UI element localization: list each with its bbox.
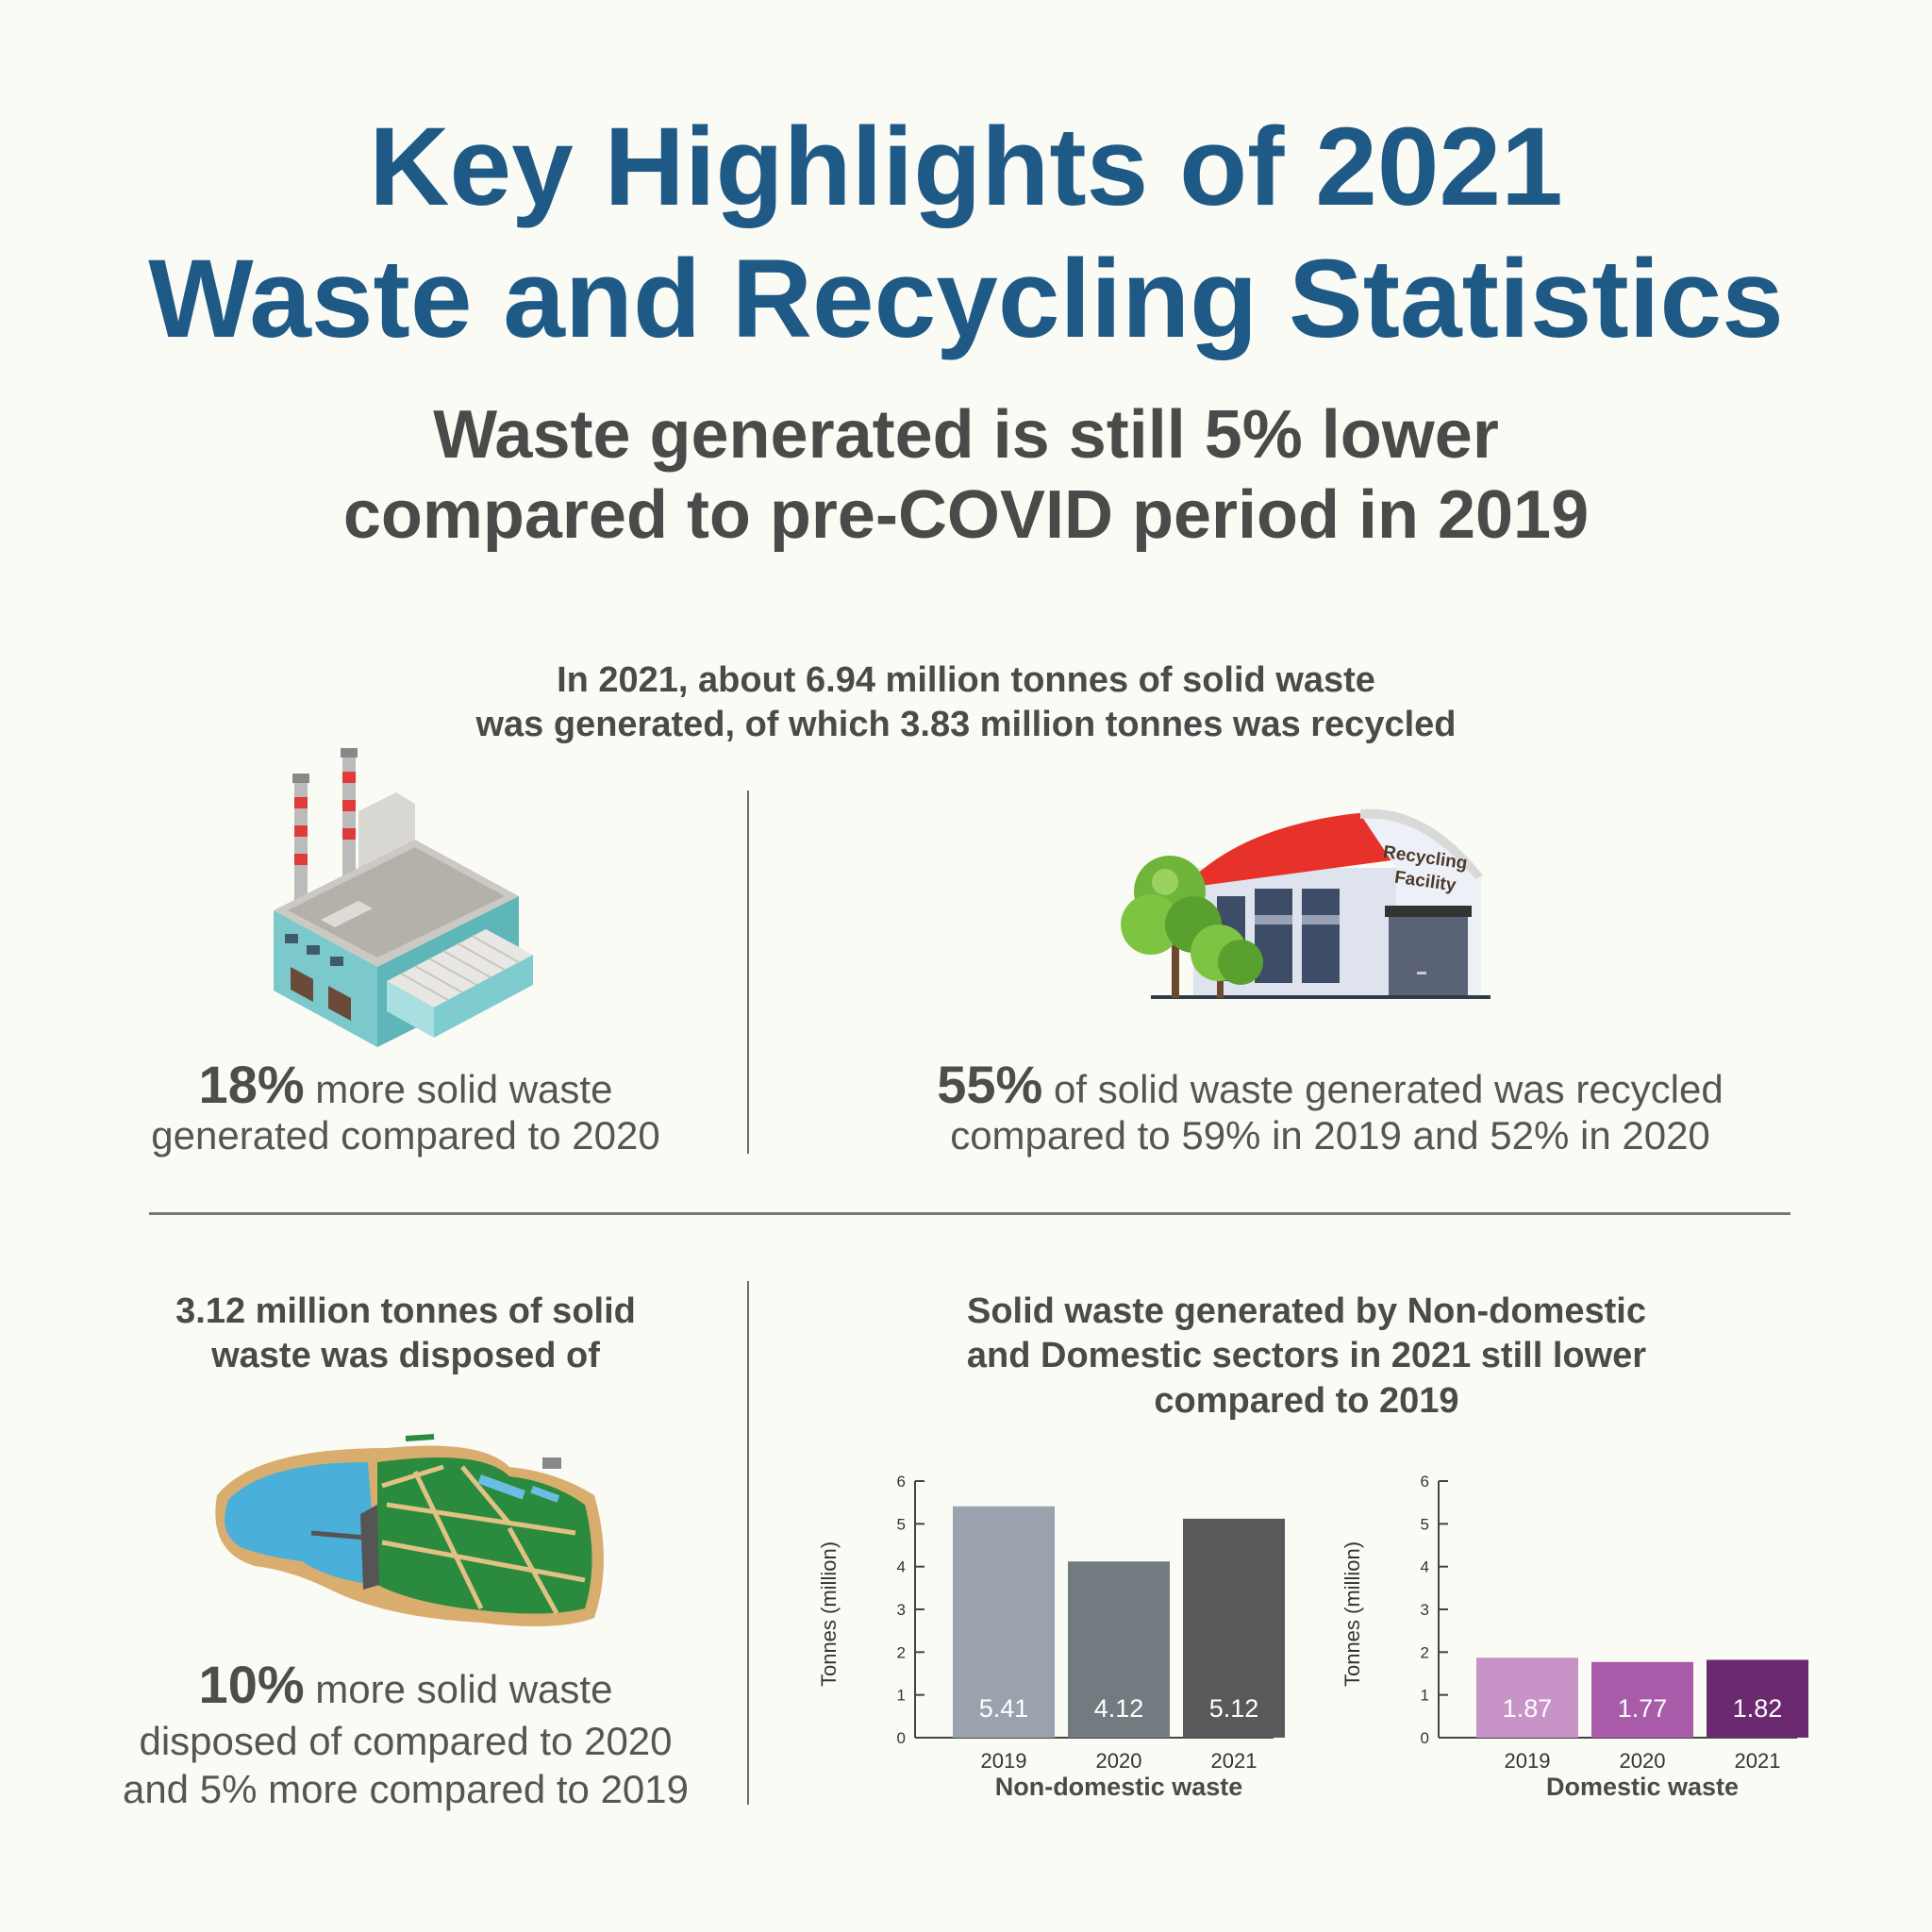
disposed-text: more solid waste: [304, 1667, 613, 1711]
domestic-bar-2021: [1707, 1659, 1808, 1738]
intro-line1: In 2021, about 6.94 million tonnes of so…: [557, 660, 1375, 700]
nondomestic-y-tick-label: 4: [897, 1558, 906, 1576]
domestic-y-tick-label: 5: [1421, 1515, 1429, 1533]
stat-generated-line2: generated compared to 2020: [151, 1113, 660, 1158]
nondomestic-y-tick-label: 1: [897, 1687, 906, 1705]
domestic-category-label: 2019: [1505, 1749, 1551, 1773]
stat-generated-percent: 18%: [198, 1055, 305, 1114]
divider-horizontal: [149, 1212, 1790, 1215]
nondomestic-y-axis-label: Tonnes (million): [817, 1541, 841, 1687]
sectors-heading-line2: and Domestic sectors in 2021 still lower: [966, 1336, 1647, 1375]
divider-vertical-bottom: [747, 1281, 749, 1805]
domestic-y-tick-label: 2: [1421, 1643, 1429, 1661]
domestic-y-tick-label: 6: [1421, 1473, 1429, 1491]
stat-recycled-percent: 55%: [937, 1055, 1043, 1114]
nondomestic-waste-chart: 0 1 2 3 4 5 6 Tonnes (million) 5.41 2019 4.12 2020 5…: [817, 1473, 1285, 1801]
domestic-category-label: 2020: [1620, 1749, 1666, 1773]
sectors-heading-line3: compared to 2019: [1154, 1381, 1459, 1421]
nondomestic-category-label: 2019: [981, 1749, 1027, 1773]
subtitle-line2: compared to pre-COVID period in 2019: [342, 477, 1590, 553]
recycling-facility-icon: Recycling Facility: [1121, 808, 1491, 999]
nondomestic-y-tick-label: 5: [897, 1515, 906, 1533]
domestic-y-tick-label: 0: [1421, 1729, 1429, 1747]
stat-generated-text: more solid waste: [304, 1067, 613, 1111]
nondomestic-y-tick-label: 0: [897, 1729, 906, 1747]
disposed-heading-line2: waste was disposed of: [211, 1336, 600, 1375]
page-title-line2: Waste and Recycling Statistics: [148, 237, 1784, 361]
stat-recycled-line2: compared to 59% in 2019 and 52% in 2020: [950, 1113, 1710, 1158]
disposed-stat-line3: and 5% more compared to 2019: [122, 1767, 690, 1811]
nondomestic-bar-2021: [1183, 1518, 1285, 1738]
disposed-percent: 10%: [198, 1655, 305, 1714]
domestic-waste-chart: 0 1 2 3 4 5 6 Tonnes (million) 1.87 2019 1.77 2020 1…: [1341, 1473, 1808, 1801]
intro-line2: was generated, of which 3.83 million ton…: [475, 705, 1457, 744]
page-title-line1: Key Highlights of 2021: [369, 105, 1563, 229]
nondomestic-bar-value-label: 5.12: [1209, 1694, 1259, 1723]
domestic-bar-2020: [1591, 1661, 1693, 1738]
domestic-bar-2019: [1476, 1657, 1578, 1738]
disposed-heading-line1: 3.12 million tonnes of solid: [175, 1291, 636, 1331]
nondomestic-category-label: 2021: [1211, 1749, 1257, 1773]
nondomestic-y-tick-label: 3: [897, 1601, 906, 1619]
nondomestic-x-axis-label: Non-domestic waste: [995, 1773, 1243, 1801]
nondomestic-y-tick-label: 2: [897, 1643, 906, 1661]
landfill-island-icon: [215, 1434, 604, 1626]
domestic-bar-value-label: 1.77: [1618, 1694, 1668, 1723]
domestic-y-tick-label: 1: [1421, 1687, 1429, 1705]
domestic-bar-value-label: 1.82: [1733, 1694, 1783, 1723]
disposed-stat-line2: disposed of compared to 2020: [139, 1719, 673, 1763]
divider-vertical-top: [747, 791, 749, 1154]
domestic-bar-value-label: 1.87: [1503, 1694, 1553, 1723]
factory-icon: [274, 748, 533, 1047]
domestic-y-tick-label: 3: [1421, 1601, 1429, 1619]
stat-generated-line1: 18% more solid waste: [94, 1058, 717, 1111]
domestic-x-axis-label: Domestic waste: [1546, 1773, 1739, 1801]
nondomestic-bar-value-label: 5.41: [979, 1694, 1029, 1723]
stat-recycled-text: of solid waste generated was recycled: [1042, 1067, 1724, 1111]
domestic-y-tick-label: 4: [1421, 1558, 1429, 1576]
nondomestic-bar-2019: [953, 1506, 1055, 1738]
stat-recycled-line1: 55% of solid waste generated was recycle…: [811, 1058, 1849, 1111]
nondomestic-bar-2020: [1068, 1561, 1170, 1738]
nondomestic-bar-value-label: 4.12: [1094, 1694, 1144, 1723]
nondomestic-category-label: 2020: [1096, 1749, 1142, 1773]
domestic-y-axis-label: Tonnes (million): [1341, 1541, 1364, 1687]
sectors-heading-line1: Solid waste generated by Non-domestic: [966, 1291, 1647, 1331]
nondomestic-y-tick-label: 6: [897, 1473, 906, 1491]
domestic-category-label: 2021: [1735, 1749, 1781, 1773]
subtitle-line1: Waste generated is still 5% lower: [433, 397, 1499, 473]
disposed-stat-line1: 10% more solid waste: [85, 1658, 726, 1711]
